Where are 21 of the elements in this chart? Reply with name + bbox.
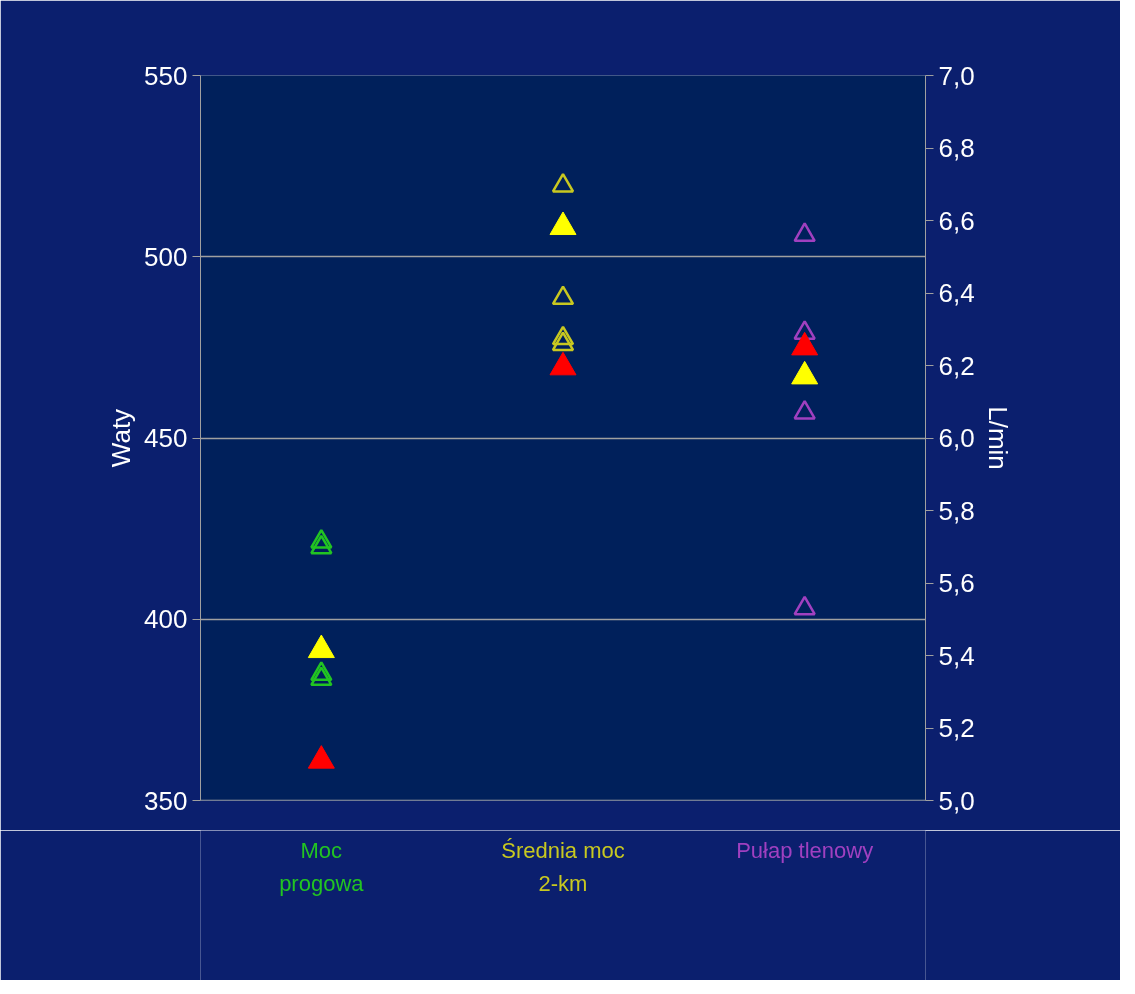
y-tick-label: 350 [144, 785, 188, 816]
y-axis-title: Waty [106, 408, 137, 468]
y2-tick-label: 5,0 [938, 785, 975, 816]
y2-tick-label: 6,4 [938, 278, 975, 308]
y2-tick-label: 5,6 [938, 568, 975, 598]
y2-axis-title: L/min [982, 406, 1013, 470]
y2-tick-label: 6,8 [938, 133, 975, 163]
y2-tick-label: 5,8 [938, 495, 975, 526]
y-tick-label: 500 [144, 241, 188, 272]
y-tick-label: 550 [144, 60, 188, 91]
y2-tick-label: 6,0 [938, 423, 975, 453]
y-tick-label: 400 [144, 604, 188, 635]
y2-tick-label: 6,2 [938, 350, 975, 381]
y2-tick-label: 7,0 [938, 60, 975, 91]
x-tick-label: Średnia moc 2-km [501, 838, 625, 896]
y2-tick-label: 5,2 [938, 713, 975, 743]
y2-tick-label: 5,4 [938, 640, 975, 671]
y2-tick-label: 6,6 [938, 205, 975, 236]
y-tick-label: 450 [144, 423, 188, 453]
x-tick-label: Pułap tlenowy [736, 838, 874, 863]
x-tick-label: Moc progowa [279, 838, 365, 896]
